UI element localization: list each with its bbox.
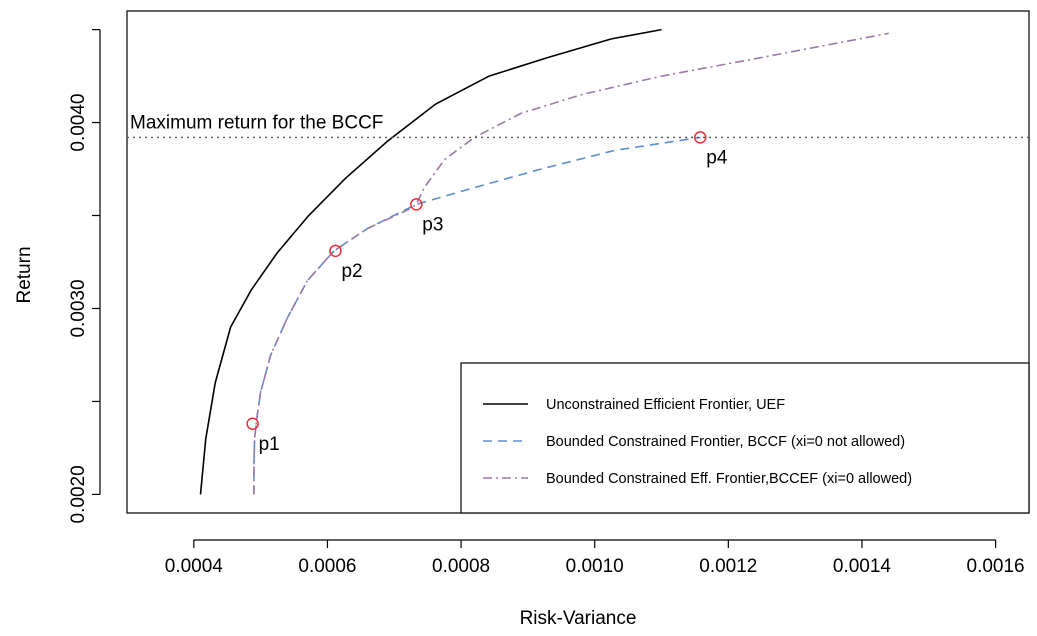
point-marker-p4 xyxy=(694,131,707,144)
x-axis-title: Risk-Variance xyxy=(520,608,637,629)
y-axis: 0.0020 0.0030 0.0040 xyxy=(68,28,101,523)
y-tick-label: 0.0040 xyxy=(68,93,89,151)
point-marker-p2 xyxy=(329,244,342,258)
legend-label-3: Bounded Constrained Eff. Frontier,BCCEF … xyxy=(546,471,912,487)
x-tick-label: 0.0016 xyxy=(967,556,1025,577)
x-axis: 0.0004 0.0006 0.0008 0.0010 0.0012 0.0014 0.00… xyxy=(165,539,1025,577)
point-label-p2: p2 xyxy=(341,261,362,282)
y-axis-title: Return xyxy=(14,246,35,303)
point-marker-p1 xyxy=(246,417,259,431)
y-tick-label: 0.0020 xyxy=(68,465,89,523)
x-tick-label: 0.0014 xyxy=(833,556,892,577)
point-marker-p3 xyxy=(410,198,423,211)
legend-label-1: Unconstrained Efficient Frontier, UEF xyxy=(546,397,785,413)
y-tick-label: 0.0030 xyxy=(68,279,89,337)
legend-box xyxy=(460,362,1030,514)
legend: Unconstrained Efficient Frontier, UEF Bou… xyxy=(460,362,1030,514)
x-tick-label: 0.0012 xyxy=(699,556,757,577)
x-tick-label: 0.0010 xyxy=(566,556,624,577)
reference-line-layer: Maximum return for the BCCF xyxy=(127,112,1029,139)
point-label-p4: p4 xyxy=(706,147,728,168)
x-tick-label: 0.0004 xyxy=(165,556,224,577)
legend-label-2: Bounded Constrained Frontier, BCCF (xi=0… xyxy=(546,434,905,450)
points-layer: p1 p2 p3 p4 xyxy=(246,131,728,455)
series-line-3 xyxy=(253,32,889,495)
point-label-p1: p1 xyxy=(259,434,280,455)
x-tick-label: 0.0008 xyxy=(432,556,490,577)
max-return-label: Maximum return for the BCCF xyxy=(130,112,383,133)
series-layer xyxy=(199,28,889,495)
x-tick-label: 0.0006 xyxy=(298,556,356,577)
series-line-1 xyxy=(199,28,662,495)
point-label-p3: p3 xyxy=(422,214,443,235)
